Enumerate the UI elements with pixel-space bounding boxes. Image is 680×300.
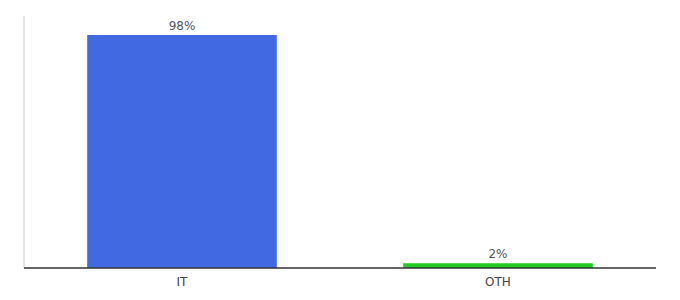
data-label: 2% xyxy=(488,247,507,261)
x-axis-line xyxy=(24,267,656,269)
data-label: 98% xyxy=(169,19,196,33)
bars xyxy=(87,35,593,268)
chart: 98% 2% IT OTH xyxy=(0,0,680,300)
x-tick-label: IT xyxy=(177,275,189,289)
y-axis-line xyxy=(24,16,25,268)
x-tick-label: OTH xyxy=(485,275,511,289)
bar xyxy=(87,35,277,268)
